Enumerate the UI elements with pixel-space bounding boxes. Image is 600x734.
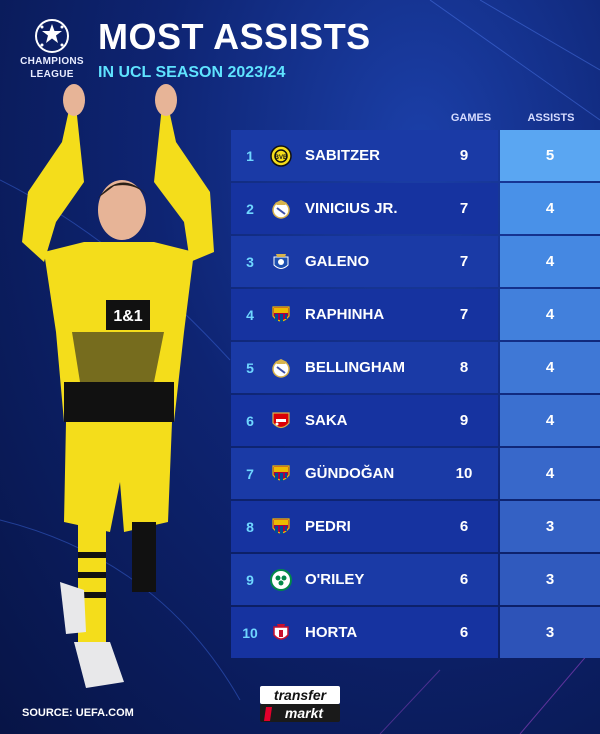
assists-value: 5	[500, 130, 600, 181]
logo-line-1: CHAMPIONS	[20, 56, 84, 67]
assists-value: 4	[500, 183, 600, 234]
row-main-cell: 2 VINICIUS JR. 7	[231, 183, 498, 234]
assists-value: 4	[500, 395, 600, 446]
table-row: 4 RAPHINHA 7 4	[231, 289, 600, 340]
row-main-cell: 1 BVB SABITZER 9	[231, 130, 498, 181]
rank: 2	[246, 200, 254, 217]
table-row: 1 BVB SABITZER 9 5	[231, 130, 600, 181]
svg-text:1&1: 1&1	[113, 308, 142, 325]
row-main-cell: 5 BELLINGHAM 8	[231, 342, 498, 393]
row-main-cell: 6 SAKA 9	[231, 395, 498, 446]
starball-icon	[35, 19, 69, 53]
rank: 6	[246, 412, 254, 429]
rank: 1	[246, 147, 254, 164]
row-main-cell: 4 RAPHINHA 7	[231, 289, 498, 340]
table-row: 10 HORTA 6 3	[231, 607, 600, 658]
player-name: GÜNDOĞAN	[305, 465, 395, 482]
player-name: RAPHINHA	[305, 306, 385, 323]
row-main-cell: 3 GALENO 7	[231, 236, 498, 287]
champions-league-logo: CHAMPIONS LEAGUE	[14, 18, 90, 80]
barcelona-crest-icon	[269, 515, 293, 539]
games-value: 6	[459, 518, 469, 535]
barcelona-crest-icon	[269, 462, 293, 486]
assists-value: 3	[500, 607, 600, 658]
arsenal-crest-icon	[269, 409, 293, 433]
table-row: 7 GÜNDOĞAN 10 4	[231, 448, 600, 499]
table-row: 8 PEDRI 6 3	[231, 501, 600, 552]
assists-table: 1 BVB SABITZER 9 5 2 VINICIUS JR. 7 4 3 …	[231, 130, 600, 660]
games-value: 7	[459, 200, 469, 217]
assists-value: 3	[500, 501, 600, 552]
table-row: 6 SAKA 9 4	[231, 395, 600, 446]
real-madrid-crest-icon	[269, 197, 293, 221]
assists-value: 4	[500, 236, 600, 287]
table-row: 2 VINICIUS JR. 7 4	[231, 183, 600, 234]
rank: 3	[246, 253, 254, 270]
assists-value: 4	[500, 448, 600, 499]
games-value: 7	[459, 306, 469, 323]
player-name: VINICIUS JR.	[305, 200, 398, 217]
assists-value: 4	[500, 342, 600, 393]
celtic-crest-icon	[269, 568, 293, 592]
player-name: PEDRI	[305, 518, 351, 535]
rank: 9	[246, 571, 254, 588]
player-name: HORTA	[305, 624, 358, 641]
table-row: 5 BELLINGHAM 8 4	[231, 342, 600, 393]
games-value: 7	[459, 253, 469, 270]
games-value: 8	[459, 359, 469, 376]
logo-line-2: LEAGUE	[30, 69, 74, 80]
svg-text:BVB: BVB	[275, 155, 288, 161]
row-main-cell: 10 HORTA 6	[231, 607, 498, 658]
brand-line-1: transfer	[274, 687, 328, 703]
real-madrid-crest-icon	[269, 356, 293, 380]
row-main-cell: 9 O'RILEY 6	[231, 554, 498, 605]
table-row: 3 GALENO 7 4	[231, 236, 600, 287]
player-name: O'RILEY	[305, 571, 365, 588]
assists-column-header: ASSISTS	[527, 112, 575, 124]
barcelona-crest-icon	[269, 303, 293, 327]
source-note: SOURCE: UEFA.COM	[22, 707, 134, 719]
player-name: GALENO	[305, 253, 370, 270]
rank: 4	[246, 306, 254, 323]
assists-value: 3	[500, 554, 600, 605]
games-value: 9	[459, 412, 469, 429]
player-name: SABITZER	[305, 147, 380, 164]
transfermarkt-logo: transfer markt	[260, 686, 340, 722]
games-value: 9	[459, 147, 469, 164]
player-illustration: 1&1	[22, 84, 214, 688]
player-name: SAKA	[305, 412, 348, 429]
table-row: 9 O'RILEY 6 3	[231, 554, 600, 605]
rank: 5	[246, 359, 254, 376]
rank: 10	[242, 624, 258, 641]
assists-value: 4	[500, 289, 600, 340]
braga-crest-icon	[269, 621, 293, 645]
games-value: 6	[459, 571, 469, 588]
player-name: BELLINGHAM	[305, 359, 405, 376]
page-title: MOST ASSISTS	[98, 16, 371, 57]
games-column-header: GAMES	[450, 112, 492, 124]
games-value: 10	[455, 465, 473, 482]
rank: 8	[246, 518, 254, 535]
porto-crest-icon	[269, 250, 293, 274]
rank: 7	[246, 465, 254, 482]
games-value: 6	[459, 624, 469, 641]
row-main-cell: 8 PEDRI 6	[231, 501, 498, 552]
dortmund-crest-icon: BVB	[269, 144, 293, 168]
row-main-cell: 7 GÜNDOĞAN 10	[231, 448, 498, 499]
brand-line-2: markt	[285, 705, 324, 721]
page-subtitle: IN UCL SEASON 2023/24	[98, 64, 286, 81]
